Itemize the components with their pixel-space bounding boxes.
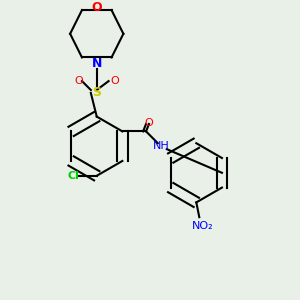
- Text: Cl: Cl: [67, 171, 79, 181]
- Text: O: O: [75, 76, 83, 86]
- Text: NH: NH: [152, 141, 169, 151]
- Text: N: N: [92, 57, 102, 70]
- Text: O: O: [110, 76, 119, 86]
- Text: O: O: [92, 1, 102, 13]
- Text: O: O: [145, 118, 153, 128]
- Text: S: S: [92, 86, 101, 99]
- Text: NO₂: NO₂: [191, 221, 213, 231]
